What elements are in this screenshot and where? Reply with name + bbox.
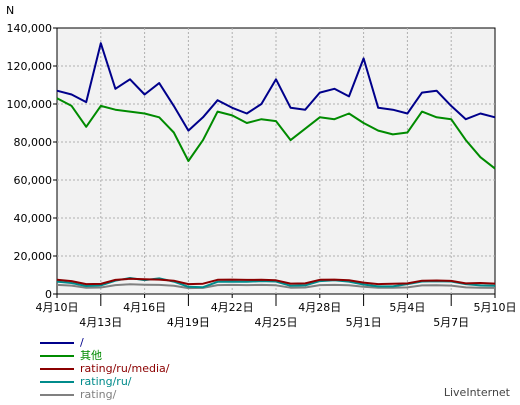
legend-item: rating/ bbox=[40, 388, 169, 401]
y-tick-label: 0 bbox=[45, 288, 52, 301]
x-tick-label: 4月28日 bbox=[298, 301, 341, 314]
legend-swatch bbox=[40, 393, 74, 396]
y-tick-label: 20,000 bbox=[14, 250, 53, 263]
y-tick-label: 100,000 bbox=[7, 98, 53, 111]
legend-swatch bbox=[40, 341, 74, 344]
legend-label: rating/ru/media/ bbox=[80, 362, 170, 375]
y-tick-label: 140,000 bbox=[7, 22, 53, 35]
legend-swatch bbox=[40, 354, 74, 357]
y-axis-ticks: 0 20,000 40,000 60,000 80,000 100,000 120,000 1… bbox=[7, 22, 57, 301]
series-line bbox=[56, 283, 496, 290]
x-tick-label: 5月4日 bbox=[389, 301, 425, 314]
x-tick-label: 4月22日 bbox=[211, 301, 254, 314]
x-tick-label: 4月25日 bbox=[255, 316, 298, 329]
y-tick-label: 60,000 bbox=[14, 174, 53, 187]
x-tick-label: 4月16日 bbox=[123, 301, 166, 314]
y-tick-label: 80,000 bbox=[14, 136, 53, 149]
series-line bbox=[56, 277, 496, 286]
legend-item: rating/ru/ bbox=[40, 375, 169, 388]
x-tick-label: 5月1日 bbox=[346, 316, 382, 329]
legend-item: rating/ru/media/ bbox=[40, 362, 169, 375]
legend-item: 其他 bbox=[40, 349, 169, 362]
legend-label: rating/ bbox=[80, 388, 117, 401]
y-tick-label: 120,000 bbox=[7, 60, 53, 73]
x-tick-label: 5月7日 bbox=[433, 316, 469, 329]
series-lines bbox=[56, 42, 496, 290]
brand-label: LiveInternet bbox=[443, 386, 510, 399]
legend-label: 其他 bbox=[80, 349, 102, 362]
x-tick-label: 5月10日 bbox=[474, 301, 517, 314]
legend-swatch bbox=[40, 367, 74, 370]
x-tick-label: 4月19日 bbox=[167, 316, 210, 329]
grid-lines bbox=[57, 28, 495, 294]
legend-swatch bbox=[40, 380, 74, 383]
y-axis-label: N bbox=[6, 4, 15, 17]
legend-label: / bbox=[80, 336, 84, 349]
legend-label: rating/ru/ bbox=[80, 375, 132, 388]
x-tick-label: 4月13日 bbox=[79, 316, 122, 329]
x-tick-label: 4月10日 bbox=[36, 301, 79, 314]
series-line bbox=[56, 42, 496, 132]
legend-item: / bbox=[40, 336, 169, 349]
series-line bbox=[56, 97, 496, 170]
y-tick-label: 40,000 bbox=[14, 212, 53, 225]
legend: / 其他 rating/ru/media/rating/ru/rating/ bbox=[40, 336, 169, 401]
